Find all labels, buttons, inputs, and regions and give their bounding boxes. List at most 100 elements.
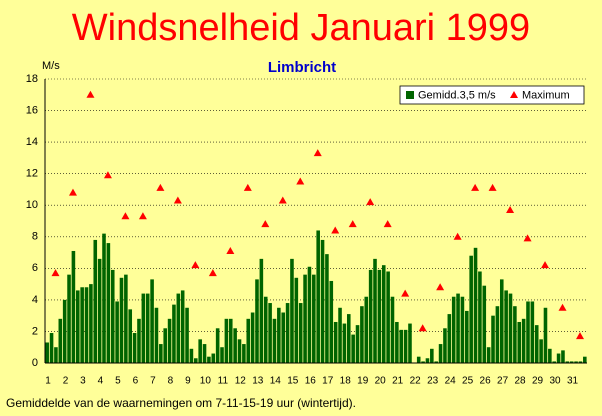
- bar: [473, 247, 478, 363]
- x-tick-label: 24: [445, 376, 457, 387]
- bar: [268, 303, 272, 363]
- x-tick-label: 29: [532, 376, 544, 387]
- bar: [263, 296, 268, 363]
- bar: [517, 321, 522, 363]
- bar: [465, 310, 469, 363]
- bar: [220, 347, 224, 363]
- bar: [312, 274, 316, 363]
- max-marker: [331, 226, 340, 234]
- bar: [443, 328, 447, 363]
- max-marker: [453, 232, 462, 240]
- bar: [316, 230, 320, 363]
- bar: [150, 279, 154, 363]
- bar: [102, 233, 106, 363]
- max-marker: [576, 332, 585, 340]
- bar: [242, 344, 246, 363]
- bar: [207, 356, 211, 363]
- max-marker: [383, 220, 392, 228]
- max-marker: [191, 261, 200, 269]
- bar: [259, 258, 264, 363]
- bar: [438, 344, 443, 363]
- bar: [290, 258, 294, 363]
- x-tick-label: 20: [375, 376, 387, 387]
- bar: [185, 307, 189, 363]
- bar: [421, 361, 425, 363]
- bar: [71, 250, 76, 363]
- x-tick-label: 16: [305, 376, 317, 387]
- bar: [543, 307, 548, 363]
- max-marker: [86, 90, 95, 98]
- bar: [355, 325, 360, 363]
- bar: [54, 347, 58, 363]
- x-tick-label: 2: [63, 376, 69, 387]
- max-marker: [523, 234, 532, 242]
- bar: [408, 323, 412, 363]
- bar: [97, 258, 102, 363]
- bar: [176, 293, 181, 363]
- bar: [495, 306, 500, 363]
- max-marker: [173, 196, 182, 204]
- x-tick-label: 18: [340, 376, 352, 387]
- x-tick-label: 1: [45, 376, 51, 387]
- bar: [228, 318, 233, 363]
- bar: [124, 274, 128, 363]
- bar: [569, 361, 574, 363]
- bar: [294, 277, 299, 363]
- bar: [368, 269, 373, 363]
- bar: [49, 333, 54, 363]
- bar: [561, 350, 565, 363]
- bar: [381, 265, 386, 363]
- max-marker: [401, 289, 410, 297]
- bar: [346, 314, 351, 363]
- max-marker: [278, 196, 287, 204]
- max-marker: [68, 188, 77, 196]
- max-marker: [541, 261, 550, 269]
- bar: [342, 323, 347, 363]
- max-marker: [261, 220, 270, 228]
- legend-label: Gemidd.3,5 m/s: [418, 89, 496, 101]
- bar: [202, 344, 207, 363]
- x-tick-label: 30: [549, 376, 561, 387]
- bar: [539, 339, 543, 363]
- bar: [250, 312, 255, 363]
- bar: [132, 333, 137, 363]
- bar: [159, 344, 163, 363]
- max-marker: [51, 269, 60, 277]
- bar: [180, 290, 185, 363]
- max-marker: [558, 303, 567, 311]
- x-tick-label: 10: [200, 376, 212, 387]
- x-tick-label: 26: [480, 376, 492, 387]
- y-tick-label: 16: [26, 104, 38, 116]
- max-marker: [226, 246, 235, 254]
- legend-box: [399, 85, 585, 105]
- bar: [167, 318, 172, 363]
- x-tick-label: 27: [497, 376, 509, 387]
- bar: [62, 299, 67, 363]
- bar: [145, 293, 150, 363]
- bar: [548, 348, 552, 363]
- y-tick-label: 6: [32, 262, 38, 274]
- x-tick-label: 14: [270, 376, 282, 387]
- chart-title: Windsnelheid Januari 1999: [72, 7, 530, 49]
- y-tick-label: 2: [32, 325, 38, 337]
- x-tick-label: 11: [218, 376, 229, 387]
- bar: [574, 361, 578, 363]
- bar: [154, 307, 159, 363]
- x-tick-label: 15: [287, 376, 299, 387]
- y-tick-label: 14: [26, 136, 38, 148]
- bar: [482, 285, 487, 363]
- x-tick-label: 12: [235, 376, 247, 387]
- bar: [106, 243, 111, 363]
- bar: [237, 339, 242, 363]
- bar: [224, 318, 229, 363]
- bar: [360, 306, 364, 363]
- bar: [486, 347, 491, 363]
- bar: [377, 269, 382, 363]
- max-marker: [296, 177, 305, 185]
- bar: [416, 356, 421, 363]
- bar: [478, 271, 482, 363]
- bar: [272, 318, 277, 363]
- bar: [460, 296, 465, 363]
- bar: [307, 266, 312, 363]
- bar: [277, 307, 281, 363]
